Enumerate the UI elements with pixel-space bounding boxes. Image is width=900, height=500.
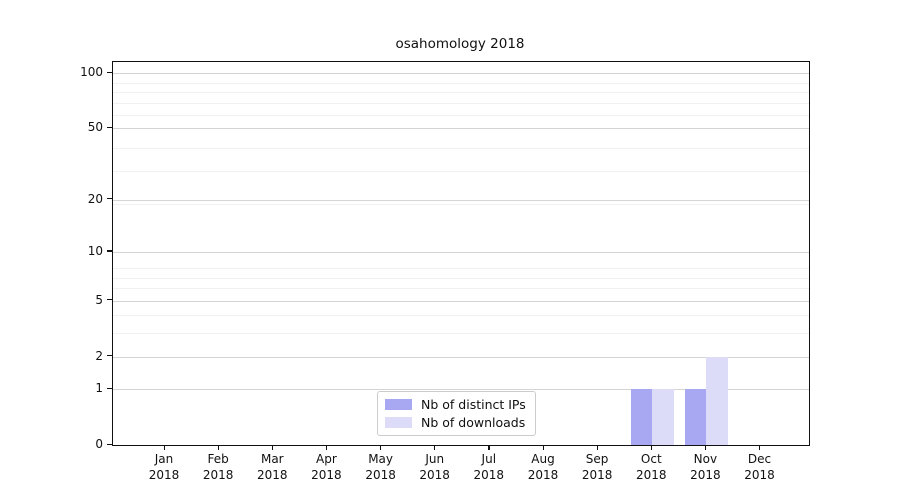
x-tick-mark	[217, 445, 219, 451]
x-tick-label: May 2018	[365, 452, 396, 482]
x-tick-label: Apr 2018	[311, 452, 342, 482]
bar-nov-downloads	[706, 356, 729, 445]
gridline-minor	[113, 102, 809, 104]
x-tick-label: Feb 2018	[202, 452, 234, 482]
x-tick-label: Sep 2018	[581, 452, 613, 482]
gridline-minor	[113, 333, 809, 335]
y-tick-mark	[107, 443, 112, 445]
gridline-major	[113, 389, 809, 391]
y-tick-label: 20	[87, 191, 103, 206]
x-tick-label: Dec 2018	[744, 452, 775, 482]
x-tick-mark	[488, 445, 490, 451]
gridline-minor	[113, 277, 809, 279]
y-tick-mark	[107, 71, 112, 73]
x-tick-label: Mar 2018	[257, 452, 288, 482]
legend-swatch	[385, 417, 412, 428]
gridline-major	[113, 73, 809, 75]
bar-oct-distinct-ips	[630, 389, 653, 445]
y-tick-mark	[107, 355, 112, 357]
gridline-minor	[113, 171, 809, 172]
x-tick-mark	[434, 445, 436, 451]
y-tick-mark	[107, 250, 112, 252]
legend: Nb of distinct IPs Nb of downloads	[377, 391, 536, 436]
x-tick-label: Jul 2018	[473, 452, 505, 482]
x-tick-mark	[325, 445, 328, 451]
y-tick-label: 100	[80, 65, 103, 80]
x-tick-label: Aug 2018	[527, 452, 559, 482]
x-tick-mark	[596, 445, 598, 451]
bar-nov-distinct-ips	[684, 389, 707, 445]
x-tick-label: Jun 2018	[419, 452, 450, 482]
x-tick-label: Jan 2018	[148, 452, 180, 482]
x-tick-mark	[704, 445, 707, 451]
x-tick-mark	[759, 445, 761, 451]
x-tick-mark	[650, 445, 653, 451]
bar-oct-downloads	[652, 389, 674, 445]
gridline-minor	[113, 268, 809, 269]
x-tick-mark	[271, 445, 274, 451]
y-tick-mark	[107, 126, 112, 128]
x-tick-mark	[542, 445, 544, 451]
y-tick-label: 50	[87, 120, 103, 135]
gridline-major	[113, 356, 809, 358]
gridline-minor	[113, 92, 809, 93]
gridline-minor	[113, 288, 809, 290]
legend-item: Nb of downloads	[385, 415, 526, 430]
gridline-major	[113, 300, 809, 302]
legend-swatch	[385, 399, 412, 410]
gridline-minor	[113, 82, 809, 84]
legend-label: Nb of downloads	[421, 415, 526, 430]
y-tick-label: 1	[95, 381, 103, 396]
gridline-minor	[113, 147, 809, 149]
y-tick-label: 0	[95, 437, 103, 451]
y-tick-label: 10	[87, 243, 103, 258]
plot-area	[112, 61, 810, 446]
y-tick-mark	[107, 387, 112, 389]
legend-item: Nb of distinct IPs	[385, 397, 526, 412]
x-tick-label: Nov 2018	[690, 452, 721, 482]
legend-label: Nb of distinct IPs	[421, 397, 526, 412]
gridline-major	[113, 128, 809, 130]
gridline-minor	[113, 115, 809, 117]
x-tick-mark	[380, 445, 382, 451]
x-tick-label: Oct 2018	[636, 452, 667, 482]
y-tick-mark	[107, 198, 112, 200]
y-tick-label: 5	[95, 292, 103, 307]
chart-title: osahomology 2018	[395, 36, 525, 52]
gridline-minor	[113, 203, 809, 205]
x-tick-mark	[163, 445, 165, 451]
gridline-minor	[113, 315, 809, 317]
y-tick-label: 2	[95, 348, 103, 363]
gridline-major	[113, 199, 809, 201]
gridline-major	[113, 251, 809, 253]
y-tick-mark	[107, 299, 112, 301]
